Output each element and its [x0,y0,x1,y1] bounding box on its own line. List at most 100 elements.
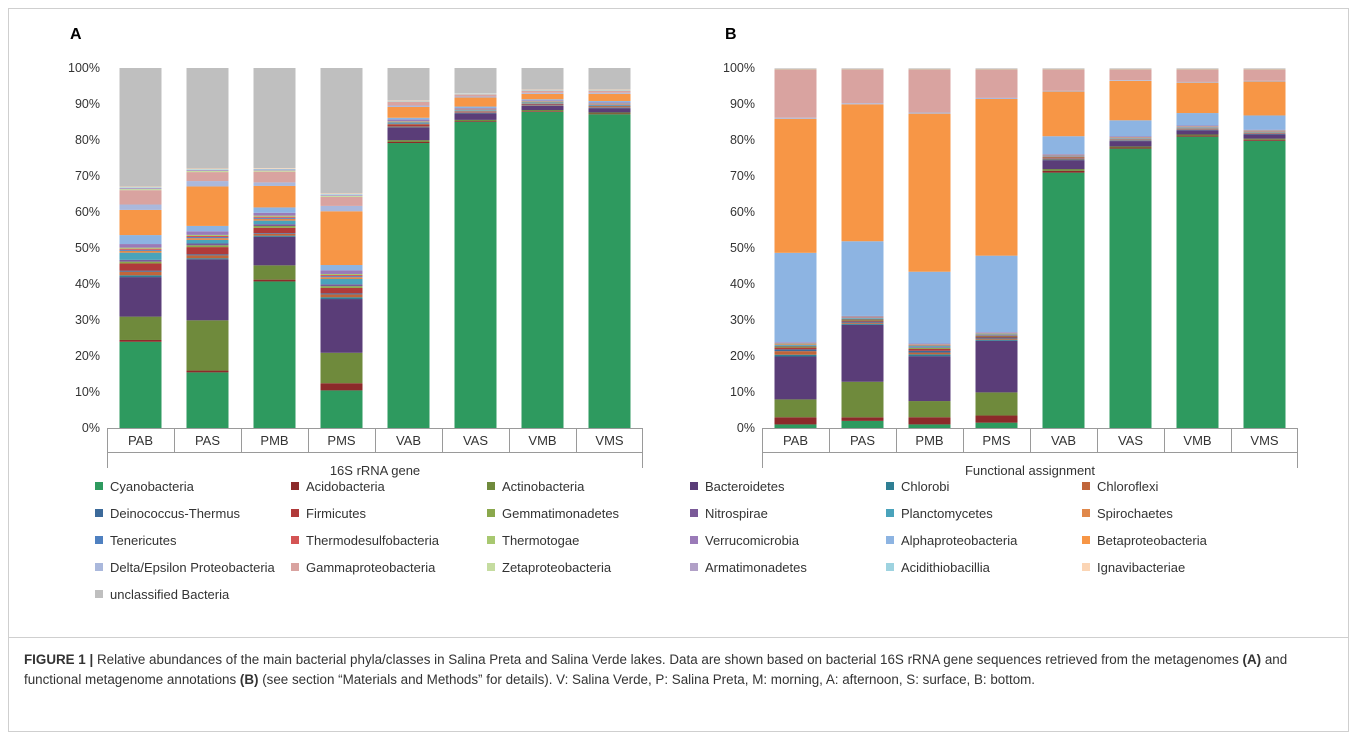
bar-segment [588,106,631,108]
y-tick-label: 10% [75,385,100,399]
bar-segment [186,225,229,232]
x-axis-title: 16S rRNA gene [330,463,420,478]
bar-segment [841,417,884,421]
legend-swatch [1082,563,1090,571]
bar-segment [521,102,564,104]
bar-segment [1243,80,1286,82]
legend-swatch [95,563,103,571]
legend-item: Armatimonadetes [690,558,807,576]
bar-segment [588,113,631,115]
bar-segment [975,422,1018,428]
bar-segment [841,318,884,320]
bar-segment [320,293,363,295]
x-tick-label: PAB [783,433,808,448]
bar-segment [253,68,296,169]
bar-segment [1042,172,1085,428]
legend-item: Ignavibacteriae [1082,558,1185,576]
bar-segment [253,226,296,228]
bar-segment [841,315,884,317]
legend-swatch [1082,482,1090,490]
bar-segment [186,259,229,321]
bar-segment [774,351,817,355]
y-tick-label: 40% [730,277,755,291]
bar-segment [975,336,1018,338]
bar-segment [521,111,564,428]
bar-segment [841,69,884,104]
bar-segment [119,186,162,188]
bar-segment [1176,81,1219,83]
bar-segment [320,383,363,391]
bar-segment [387,143,430,428]
bar-segment [119,263,162,271]
legend-item: Betaproteobacteria [1082,531,1207,549]
bar-segment [908,347,951,349]
bar-segment [320,276,363,278]
legend-swatch [886,482,894,490]
bar-segment [320,297,363,300]
bar-segment [1042,69,1085,91]
bar-segment [841,381,884,418]
legend-label: Acidobacteria [306,478,385,494]
bar-segment [186,258,229,260]
legend-item: Thermotogae [487,531,579,549]
legend-item: Chloroflexi [1082,477,1158,495]
bar-segment [253,185,296,208]
legend-item: Gemmatimonadetes [487,504,619,522]
legend-swatch [690,536,698,544]
bar-segment [253,235,296,237]
bar-segment [119,261,162,264]
x-tick-label: PMB [915,433,943,448]
bar-segment [454,108,497,109]
bar-segment [774,399,817,418]
bar-segment [908,347,951,348]
legend-label: Thermodesulfobacteria [306,532,439,548]
bar-segment [521,99,564,101]
x-tick-label: PMS [982,433,1011,448]
bar-segment [521,90,564,93]
legend-swatch [291,563,299,571]
y-tick-label: 50% [730,241,755,255]
legend-label: Chlorobi [901,478,950,494]
bar-segment [908,350,951,353]
bar-segment [387,105,430,107]
bar-segment [119,68,162,187]
x-tick-label: VAS [463,433,488,448]
bar-segment [253,236,296,266]
bar-segment [253,233,296,236]
bar-segment [253,227,296,234]
bar-segment [320,193,363,195]
bar-segment [774,69,817,118]
legend-item: Verrucomicrobia [690,531,799,549]
bar-segment [320,194,363,195]
legend-swatch [1082,536,1090,544]
bar-segment [908,69,951,113]
bar-segment [119,189,162,191]
bar-segment [454,111,497,113]
bar-segment [774,117,817,119]
bar-segment [320,195,363,197]
bar-segment [253,207,296,213]
bar-segment [454,68,497,94]
y-tick-label: 80% [75,133,100,147]
bar-segment [1243,69,1286,81]
legend-swatch [95,536,103,544]
caption-part: (B) [239,672,259,687]
bar-segment [908,356,951,402]
bar-segment [1243,138,1286,140]
bar-segment [1042,169,1085,171]
bar-segment [119,190,162,205]
figure-frame [8,8,1349,732]
bar-segment [975,334,1018,336]
bar-segment [320,205,363,212]
bar-segment [320,287,363,294]
bar-segment [908,401,951,418]
bar-segment [454,120,497,122]
bar-segment [908,417,951,425]
bar-segment [908,345,951,347]
y-tick-label: 90% [730,97,755,111]
bar-segment [908,271,951,344]
caption-part: (see section “Materials and Methods” for… [258,672,1036,687]
panel-b-label: B [725,26,737,43]
bar-segment [186,231,229,235]
caption-part: Relative abundances of the main bacteria… [93,652,1243,667]
